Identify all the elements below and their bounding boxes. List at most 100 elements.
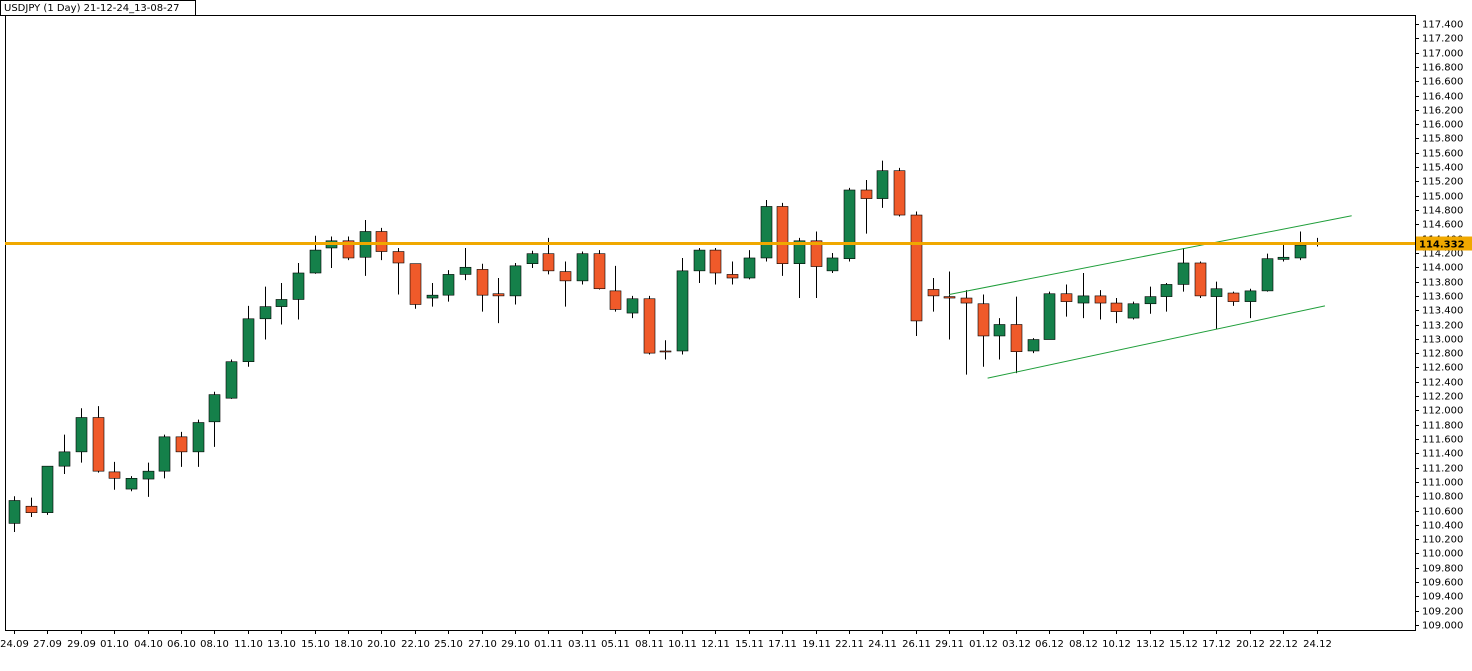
x-tick-label: 13.12 bbox=[1136, 639, 1165, 650]
title-box bbox=[0, 0, 196, 16]
candle-body bbox=[693, 249, 706, 272]
candle-body bbox=[41, 465, 54, 513]
y-tick-label: 113.600 bbox=[1422, 292, 1463, 303]
y-tick-label: 112.000 bbox=[1422, 406, 1463, 417]
plot-frame bbox=[5, 15, 1416, 631]
y-tick-label: 111.200 bbox=[1422, 464, 1463, 475]
candle-body bbox=[426, 294, 439, 299]
price-label-box bbox=[1416, 236, 1472, 251]
candle-body bbox=[927, 289, 940, 297]
x-tick-label: 24.09 bbox=[0, 639, 29, 650]
candle-body bbox=[709, 249, 722, 274]
y-tick-label: 114.800 bbox=[1422, 206, 1463, 217]
candle-body bbox=[593, 253, 606, 290]
y-tick-label: 117.400 bbox=[1422, 20, 1463, 31]
x-tick-label: 03.11 bbox=[568, 639, 597, 650]
candle-body bbox=[1027, 339, 1040, 352]
candle-body bbox=[542, 253, 555, 272]
x-tick-label: 04.10 bbox=[134, 639, 163, 650]
y-tick-label: 112.800 bbox=[1422, 349, 1463, 360]
x-tick-label: 15.12 bbox=[1169, 639, 1198, 650]
candle-body bbox=[526, 253, 539, 264]
x-tick-label: 13.10 bbox=[267, 639, 296, 650]
candle-body bbox=[726, 274, 739, 279]
y-tick-label: 113.200 bbox=[1422, 321, 1463, 332]
x-tick-label: 08.11 bbox=[635, 639, 664, 650]
y-tick-label: 110.400 bbox=[1422, 521, 1463, 532]
x-tick-label: 12.11 bbox=[701, 639, 730, 650]
y-tick-label: 111.600 bbox=[1422, 435, 1463, 446]
y-tick-label: 109.400 bbox=[1422, 592, 1463, 603]
y-tick-label: 110.200 bbox=[1422, 535, 1463, 546]
candle-body bbox=[58, 451, 71, 467]
y-tick-label: 116.400 bbox=[1422, 92, 1463, 103]
candle-body bbox=[259, 306, 272, 320]
candle-body bbox=[108, 471, 121, 479]
y-tick-label: 113.800 bbox=[1422, 278, 1463, 289]
candle-body bbox=[225, 361, 238, 399]
candle-body bbox=[1127, 303, 1140, 319]
candle-body bbox=[860, 189, 873, 199]
chart-title: USDJPY (1 Day) 21-12-24_13-08-27 bbox=[4, 3, 179, 14]
candle-body bbox=[208, 394, 221, 423]
x-tick-label: 18.10 bbox=[334, 639, 363, 650]
candle-body bbox=[1277, 256, 1290, 260]
candle-body bbox=[1010, 324, 1023, 352]
candle-body bbox=[910, 214, 923, 322]
candle-body bbox=[442, 274, 455, 296]
candle-body bbox=[1094, 295, 1107, 304]
x-tick-label: 29.09 bbox=[67, 639, 96, 650]
y-tick-label: 116.600 bbox=[1422, 77, 1463, 88]
candle-body bbox=[1177, 262, 1190, 285]
x-tick-label: 03.12 bbox=[1002, 639, 1031, 650]
candle-body bbox=[342, 240, 355, 259]
candle-body bbox=[142, 470, 155, 480]
x-tick-label: 06.12 bbox=[1035, 639, 1064, 650]
candle-body bbox=[760, 206, 773, 259]
y-tick-label: 113.400 bbox=[1422, 306, 1463, 317]
x-tick-label: 25.10 bbox=[434, 639, 463, 650]
candle-body bbox=[793, 240, 806, 264]
candle-body bbox=[1144, 296, 1157, 305]
y-tick-label: 116.800 bbox=[1422, 63, 1463, 74]
x-tick-label: 11.10 bbox=[234, 639, 263, 650]
candle-body bbox=[1244, 290, 1257, 302]
y-tick-label: 115.600 bbox=[1422, 149, 1463, 160]
candle-body bbox=[392, 251, 405, 264]
x-tick-label: 15.11 bbox=[735, 639, 764, 650]
x-tick-label: 27.10 bbox=[468, 639, 497, 650]
y-tick-label: 114.000 bbox=[1422, 263, 1463, 274]
y-tick-label: 110.000 bbox=[1422, 549, 1463, 560]
candle-body bbox=[292, 272, 305, 300]
x-tick-label: 24.11 bbox=[868, 639, 897, 650]
candle-body bbox=[8, 500, 21, 524]
price-label: 114.332 bbox=[1419, 240, 1465, 251]
candle-body bbox=[92, 417, 105, 472]
candle-body bbox=[1261, 258, 1274, 292]
y-tick-label: 114.200 bbox=[1422, 249, 1463, 260]
x-tick-label: 20.12 bbox=[1236, 639, 1265, 650]
candle-body bbox=[1227, 292, 1240, 302]
candle-body bbox=[810, 240, 823, 267]
x-tick-label: 05.11 bbox=[601, 639, 630, 650]
candle-body bbox=[476, 269, 489, 296]
candle-body bbox=[175, 436, 188, 453]
candle-body bbox=[1294, 244, 1307, 259]
candle-body bbox=[776, 206, 789, 264]
x-tick-label: 17.12 bbox=[1202, 639, 1231, 650]
x-tick-label: 08.10 bbox=[200, 639, 229, 650]
x-tick-label: 29.10 bbox=[501, 639, 530, 650]
candle-body bbox=[676, 270, 689, 352]
candle-body bbox=[659, 350, 672, 353]
y-tick-label: 117.200 bbox=[1422, 34, 1463, 45]
candle-body bbox=[943, 296, 956, 299]
y-tick-label: 113.000 bbox=[1422, 335, 1463, 346]
candle-body bbox=[509, 265, 522, 297]
candle-body bbox=[1194, 262, 1207, 297]
candle-body bbox=[576, 253, 589, 282]
candle-body bbox=[1160, 284, 1173, 297]
y-tick-label: 109.200 bbox=[1422, 607, 1463, 618]
x-tick-label: 01.10 bbox=[100, 639, 129, 650]
